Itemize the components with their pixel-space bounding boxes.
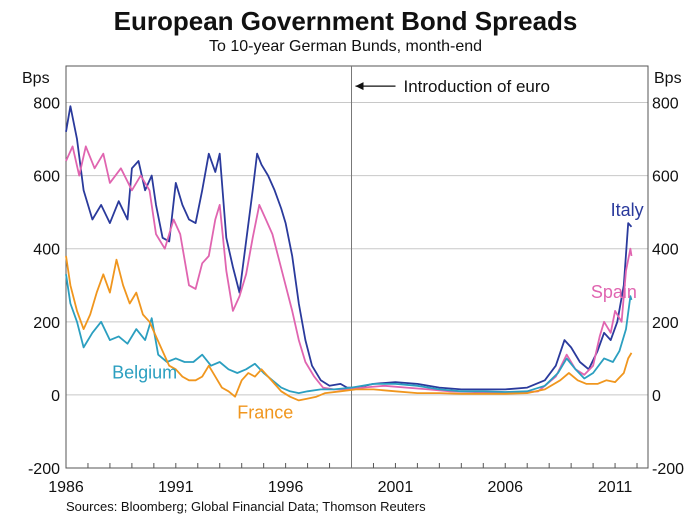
annotation-text: Introduction of euro (404, 77, 550, 96)
series-label-belgium: Belgium (112, 362, 177, 382)
x-tick-label-0: 1986 (48, 479, 84, 496)
x-tick-label-1: 1991 (158, 479, 194, 496)
y-tick-label-left-0: 800 (33, 96, 60, 113)
y-axis-unit-left: Bps (22, 70, 50, 87)
series-label-spain: Spain (591, 282, 637, 302)
chart-title: European Government Bond Spreads (113, 6, 578, 36)
y-tick-label-right-1: 600 (652, 169, 679, 186)
chart-source: Sources: Bloomberg; Global Financial Dat… (66, 499, 426, 514)
series-line-france (65, 255, 633, 402)
series-line-belgium (65, 274, 633, 394)
series-label-italy: Italy (611, 200, 644, 220)
y-tick-label-left-3: 200 (33, 315, 60, 332)
y-tick-label-right-5: -200 (652, 461, 684, 478)
x-tick-label-4: 2006 (487, 479, 523, 496)
annotation-arrow-head (355, 82, 364, 91)
x-tick-label-5: 2011 (598, 479, 633, 496)
x-tick-label-2: 1996 (268, 479, 304, 496)
series-line-spain (65, 145, 633, 394)
y-tick-label-left-2: 400 (33, 242, 60, 259)
y-tick-label-right-2: 400 (652, 242, 679, 259)
series-label-france: France (237, 403, 293, 423)
series-line-italy (65, 105, 633, 391)
y-tick-label-left-5: -200 (28, 461, 60, 478)
x-tick-label-3: 2001 (378, 479, 414, 496)
chart-subtitle: To 10-year German Bunds, month-end (208, 38, 483, 55)
y-axis-unit-right: Bps (654, 70, 682, 87)
y-tick-label-right-3: 200 (652, 315, 679, 332)
y-tick-label-left-1: 600 (33, 169, 60, 186)
y-tick-label-right-0: 800 (652, 96, 679, 113)
y-tick-label-left-4: 0 (51, 388, 60, 405)
y-tick-label-right-4: 0 (652, 388, 661, 405)
plot-frame (65, 65, 649, 469)
